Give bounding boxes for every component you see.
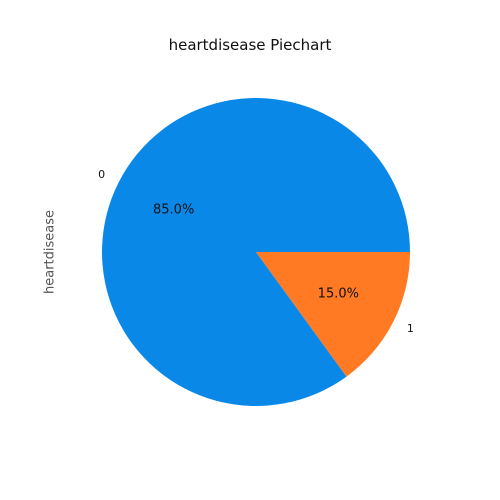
pct-label-0: 85.0%: [153, 203, 194, 218]
pie-slice-1: [256, 252, 410, 377]
chart-title: heartdisease Piechart: [168, 36, 332, 54]
pct-label-1: 15.0%: [318, 286, 359, 301]
slice-label-0: 0: [98, 168, 105, 181]
pie-slice-0: [101, 97, 411, 407]
slice-label-1: 1: [407, 322, 414, 335]
